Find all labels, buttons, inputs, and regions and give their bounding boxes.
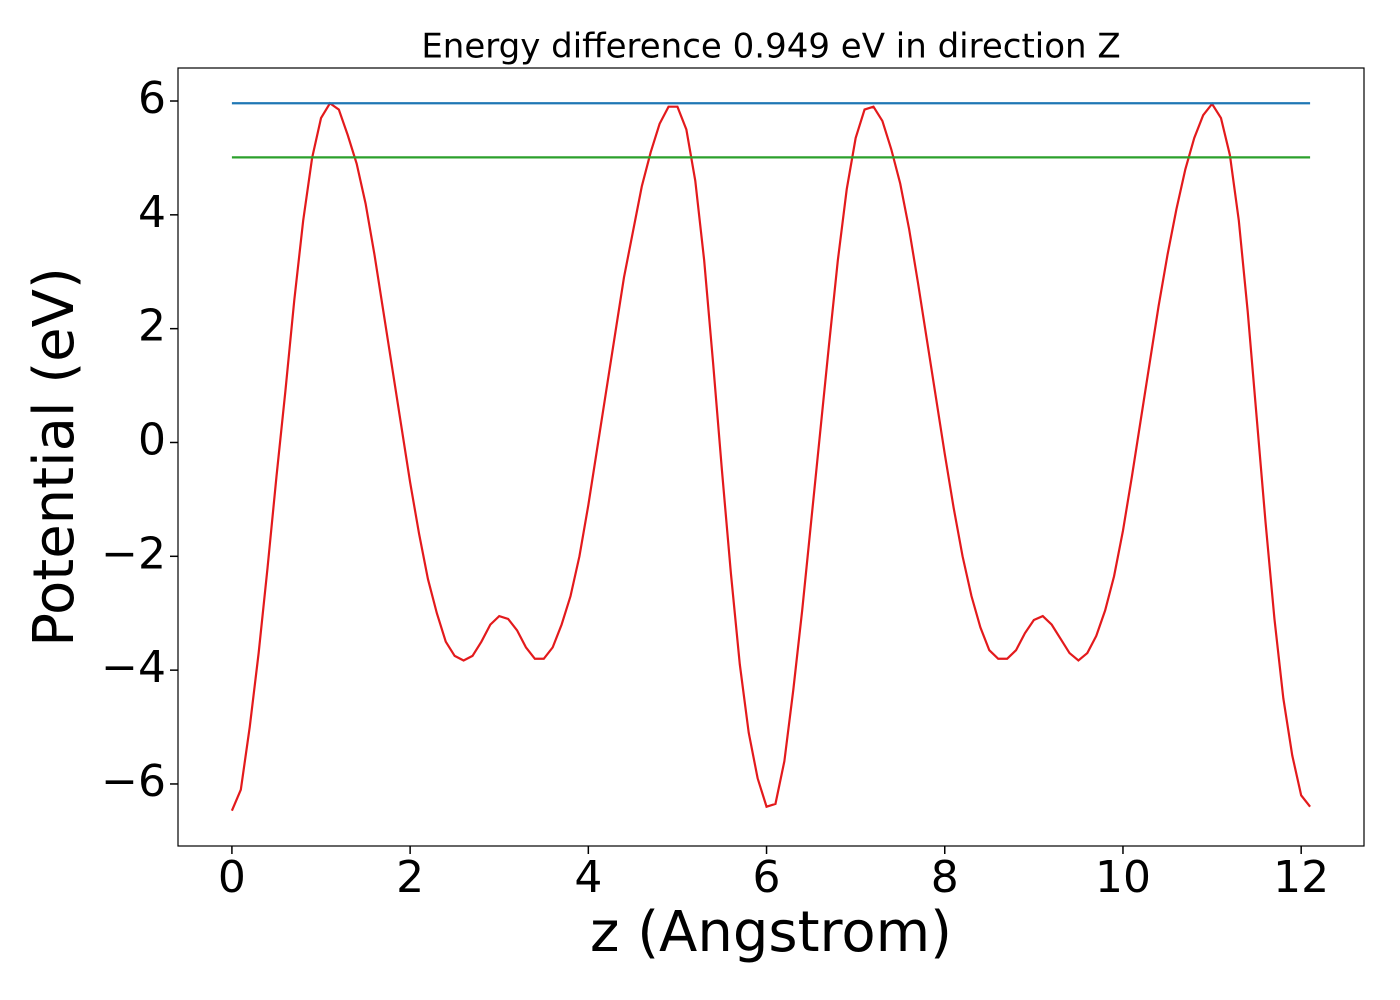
x-tick-label: 2 — [396, 852, 424, 903]
y-tick-label: −4 — [101, 642, 166, 693]
x-tick-label: 12 — [1273, 852, 1329, 903]
y-tick-label: 0 — [138, 414, 166, 465]
line — [230, 101, 1311, 812]
y-tick-label: −2 — [101, 528, 166, 579]
y-axis-label: Potential (eV) — [22, 267, 87, 647]
y-tick-label: 6 — [138, 73, 166, 124]
x-axis-label: z (Angstrom) — [590, 900, 952, 965]
x-tick-label: 8 — [931, 852, 959, 903]
x-tick-label: 0 — [218, 852, 246, 903]
x-tick-label: 4 — [574, 852, 602, 903]
plot-frame — [177, 67, 1365, 847]
chart-title: Energy difference 0.949 eV in direction … — [421, 27, 1120, 67]
x-tick-label: 6 — [753, 852, 781, 903]
y-tick-label: 4 — [138, 187, 166, 238]
y-tick-label: 2 — [138, 301, 166, 352]
x-tick-label: 10 — [1095, 852, 1151, 903]
y-tick-label: −6 — [101, 756, 166, 807]
